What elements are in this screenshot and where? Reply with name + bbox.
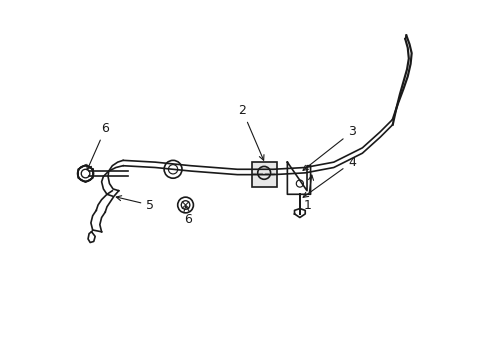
Text: 5: 5	[116, 196, 154, 212]
Text: 4: 4	[303, 156, 355, 197]
FancyBboxPatch shape	[251, 162, 276, 187]
Text: 3: 3	[303, 125, 355, 170]
Text: 1: 1	[303, 175, 313, 212]
Text: 2: 2	[238, 104, 264, 160]
Text: 6: 6	[183, 206, 191, 226]
Text: 6: 6	[87, 122, 109, 170]
